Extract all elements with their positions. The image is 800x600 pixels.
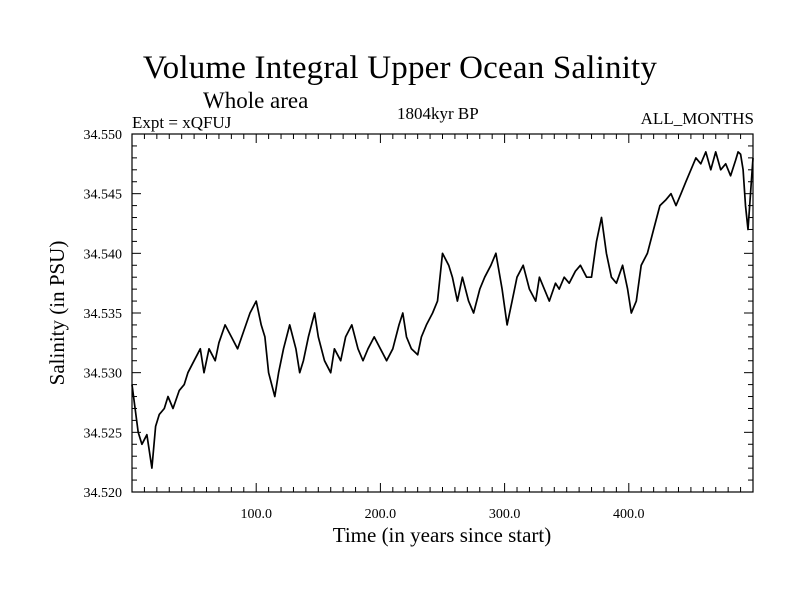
experiment-label: Expt = xQFUJ bbox=[132, 113, 232, 132]
y-tick-label: 34.520 bbox=[84, 486, 123, 501]
chart-subtitle: Whole area bbox=[203, 88, 309, 113]
y-tick-label: 34.530 bbox=[84, 367, 123, 382]
y-tick-label: 34.540 bbox=[84, 247, 123, 262]
months-label: ALL_MONTHS bbox=[640, 109, 754, 128]
y-tick-label: 34.525 bbox=[84, 426, 123, 441]
x-tick-label: 400.0 bbox=[613, 507, 645, 522]
chart-title: Volume Integral Upper Ocean Salinity bbox=[142, 50, 658, 86]
axis-tick-labels: 100.0 200.0 300.0 400.0 34.520 34.525 34.530 34… bbox=[84, 128, 645, 522]
y-axis-title: Salinity (in PSU) bbox=[45, 241, 69, 386]
y-tick-label: 34.535 bbox=[84, 307, 123, 322]
x-tick-label: 200.0 bbox=[365, 507, 397, 522]
x-tick-label: 100.0 bbox=[240, 507, 272, 522]
x-axis-title: Time (in years since start) bbox=[333, 523, 552, 547]
axis-ticks bbox=[132, 133, 753, 493]
plot-frame bbox=[131, 133, 754, 493]
y-tick-label: 34.550 bbox=[84, 128, 123, 143]
y-tick-label: 34.545 bbox=[84, 188, 123, 203]
x-tick-label: 300.0 bbox=[489, 507, 521, 522]
period-label: 1804kyr BP bbox=[397, 104, 479, 123]
salinity-series-line bbox=[131, 151, 754, 469]
